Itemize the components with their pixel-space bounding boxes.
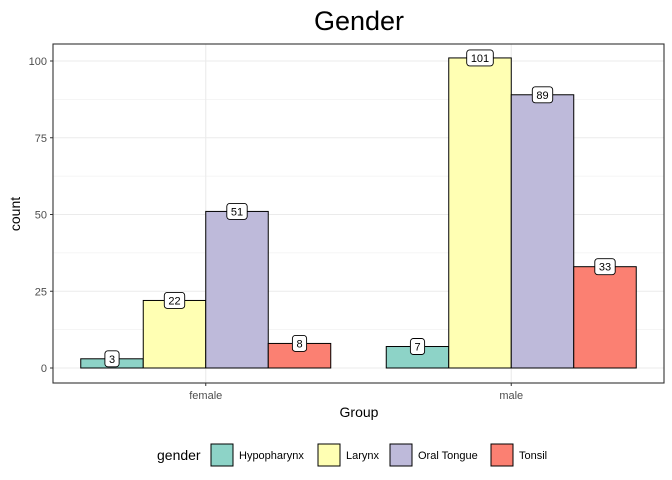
data-label-box — [163, 292, 186, 309]
data-label-box — [594, 258, 616, 276]
y-axis-title: count — [7, 197, 23, 231]
data-label-text: 101 — [471, 53, 489, 65]
data-label: 89 — [531, 86, 554, 104]
legend-swatch — [389, 443, 413, 467]
data-label-box — [104, 350, 120, 368]
data-label: 22 — [163, 292, 186, 309]
data-label-box — [531, 86, 554, 104]
legend-swatch — [210, 443, 234, 467]
data-label: 33 — [594, 258, 616, 276]
x-tick-label: female — [189, 390, 222, 402]
bar-oral-tongue-female — [205, 210, 269, 369]
y-tick-label: 50 — [35, 210, 47, 222]
legend: gender Hypopharynx Larynx Oral Tongue Tonsi… — [157, 443, 547, 467]
legend-item: Oral Tongue — [389, 443, 478, 467]
legend-label: Larynx — [346, 450, 380, 462]
plot-panel: 0 25 50 75 100 3 22 51 8 7 101 89 33 female male — [29, 43, 665, 402]
data-label-text: 89 — [536, 90, 548, 102]
bar-larynx-male — [448, 57, 512, 369]
legend-item: Hypopharynx — [210, 443, 304, 467]
bar-oral-tongue-male — [510, 94, 575, 369]
data-label-text: 22 — [168, 295, 180, 307]
data-label-text: 7 — [414, 342, 420, 354]
bar-larynx-female — [142, 299, 207, 369]
data-label-text: 3 — [109, 354, 115, 366]
bar-tonsil-male — [573, 266, 637, 369]
legend-swatch — [490, 443, 514, 467]
data-label-text: 8 — [296, 338, 302, 350]
legend-label: Tonsil — [519, 450, 547, 462]
legend-label: Oral Tongue — [418, 450, 478, 462]
data-label-box — [226, 202, 248, 220]
panel-border — [52, 43, 665, 384]
y-tick-label: 0 — [41, 363, 47, 375]
y-tick-label: 100 — [29, 56, 47, 68]
data-label: 3 — [104, 350, 120, 368]
y-tick-label: 25 — [35, 286, 47, 298]
legend-title: gender — [157, 447, 201, 463]
data-label: 8 — [291, 334, 308, 352]
legend-item: Tonsil — [490, 443, 547, 467]
data-label-box — [291, 334, 308, 352]
data-label-box — [466, 49, 494, 67]
data-label-box — [409, 338, 426, 355]
y-tick-label: 75 — [35, 133, 47, 145]
data-label: 7 — [409, 338, 426, 355]
legend-label: Hypopharynx — [239, 450, 304, 462]
x-axis-title: Group — [340, 404, 379, 420]
x-tick-label: male — [499, 390, 523, 402]
chart-title: Gender — [314, 6, 404, 36]
data-label-text: 33 — [599, 262, 611, 274]
data-label-text: 51 — [231, 206, 243, 218]
data-label: 101 — [466, 49, 494, 67]
legend-swatch — [317, 443, 341, 467]
data-label: 51 — [226, 202, 248, 220]
legend-item: Larynx — [317, 443, 380, 467]
